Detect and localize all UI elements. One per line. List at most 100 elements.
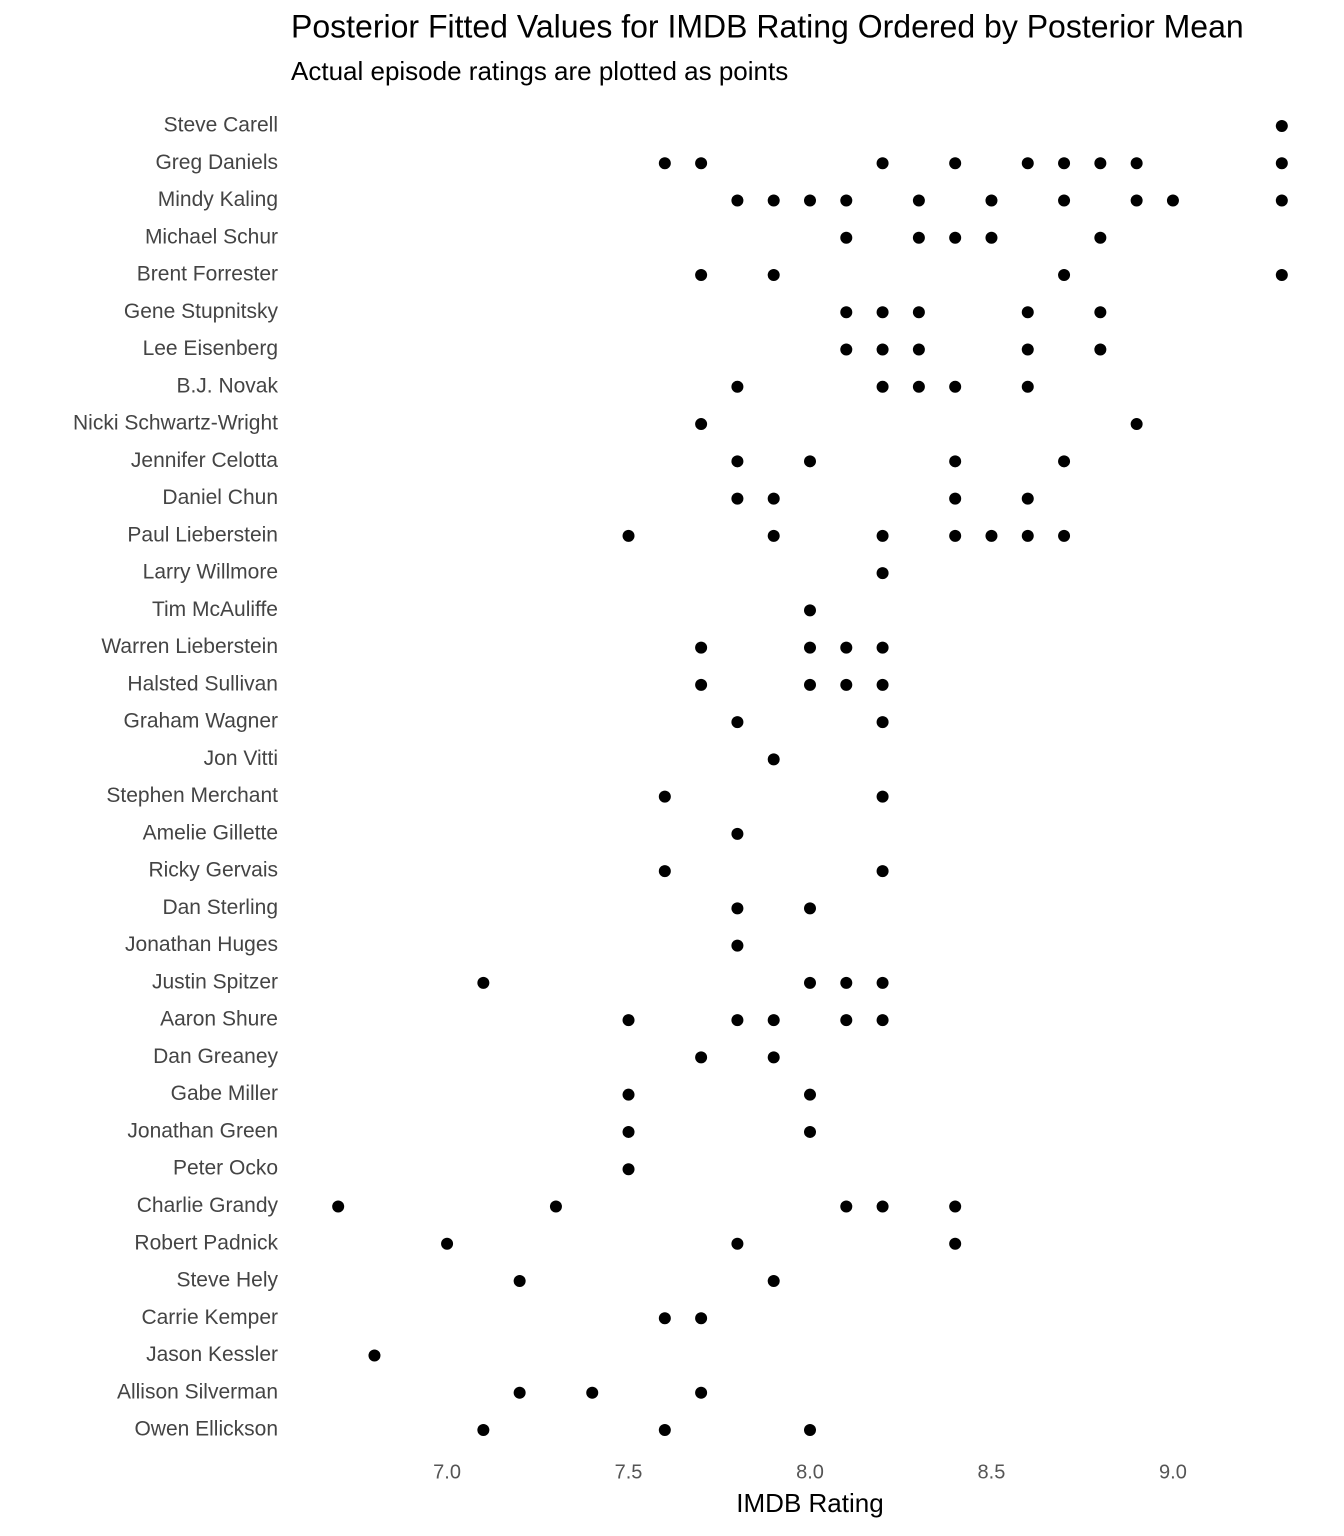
data-point [1275, 269, 1288, 282]
data-point [767, 753, 780, 766]
data-point [1021, 529, 1034, 542]
data-point [695, 418, 708, 431]
data-point [840, 306, 853, 319]
y-tick-label: Mindy Kaling [158, 188, 278, 211]
x-tick-label: 8.5 [978, 1461, 1006, 1483]
y-tick-label: Warren Lieberstein [101, 635, 278, 658]
data-point [840, 231, 853, 244]
data-point [876, 529, 889, 542]
data-point [731, 939, 744, 952]
data-point [985, 529, 998, 542]
data-point [1021, 380, 1034, 393]
data-point [804, 1125, 816, 1138]
data-point [840, 1200, 853, 1213]
data-point [332, 1200, 345, 1213]
data-point [876, 1014, 889, 1027]
data-point [767, 1051, 780, 1064]
data-point [731, 194, 744, 207]
y-tick-label: Peter Ocko [173, 1157, 278, 1180]
data-point [949, 492, 962, 505]
data-point [658, 1424, 671, 1436]
y-tick-label: Stephen Merchant [106, 784, 278, 807]
data-point [695, 1051, 708, 1064]
y-tick-label: Brent Forrester [137, 263, 278, 286]
data-point [549, 1200, 562, 1213]
data-point [985, 231, 998, 244]
data-point [840, 976, 853, 989]
data-point [1021, 306, 1034, 319]
data-point [949, 1237, 962, 1250]
y-tick-label: B.J. Novak [176, 374, 278, 397]
data-point [804, 604, 816, 617]
data-point [513, 1386, 526, 1399]
data-point [912, 306, 925, 319]
y-tick-label: Halsted Sullivan [127, 672, 278, 695]
data-point [767, 269, 780, 282]
y-tick-label: Gene Stupnitsky [124, 300, 279, 323]
data-point [876, 380, 889, 393]
data-point [622, 1088, 635, 1101]
data-point [949, 380, 962, 393]
data-point [876, 641, 889, 654]
y-tick-label: Amelie Gillette [143, 821, 278, 844]
data-point [731, 902, 744, 915]
y-tick-label: Robert Padnick [134, 1231, 278, 1254]
data-point [804, 1424, 816, 1436]
data-point [658, 1312, 671, 1325]
data-point [804, 976, 816, 989]
data-point [1275, 194, 1288, 207]
data-point [840, 1014, 853, 1027]
data-point [876, 1200, 889, 1213]
data-point [804, 194, 816, 207]
y-tick-label: Lee Eisenberg [143, 337, 278, 360]
data-point [1094, 343, 1107, 356]
data-point [1021, 157, 1034, 170]
data-point [1166, 194, 1179, 207]
data-point [949, 529, 962, 542]
data-point [731, 1014, 744, 1027]
data-point [1130, 157, 1143, 170]
data-point [658, 865, 671, 878]
y-tick-label: Steve Hely [176, 1269, 278, 1292]
data-point [912, 380, 925, 393]
x-tick-label: 9.0 [1159, 1461, 1187, 1483]
y-tick-label: Jon Vitti [204, 747, 278, 770]
y-tick-label: Jonathan Green [127, 1119, 278, 1142]
data-point [731, 455, 744, 468]
data-point [804, 641, 816, 654]
y-tick-label: Graham Wagner [124, 710, 278, 733]
data-point [368, 1349, 381, 1362]
data-point [1275, 120, 1288, 132]
data-point [477, 976, 490, 989]
data-point [1058, 269, 1071, 282]
data-point [695, 1312, 708, 1325]
data-point [441, 1237, 454, 1250]
data-point [912, 194, 925, 207]
data-point [949, 157, 962, 170]
data-point [695, 269, 708, 282]
y-tick-label: Greg Daniels [155, 151, 278, 174]
y-tick-label: Steve Carell [164, 114, 278, 137]
data-point [767, 529, 780, 542]
data-point [767, 492, 780, 505]
data-point [695, 1386, 708, 1399]
y-tick-label: Allison Silverman [117, 1380, 278, 1403]
y-tick-label: Ricky Gervais [148, 859, 278, 882]
data-point [1094, 306, 1107, 319]
data-point [731, 492, 744, 505]
data-point [804, 1088, 816, 1101]
data-point [876, 343, 889, 356]
data-point [840, 343, 853, 356]
y-tick-label: Tim McAuliffe [152, 598, 278, 621]
data-point [586, 1386, 599, 1399]
data-point [622, 1014, 635, 1027]
data-point [1021, 492, 1034, 505]
y-tick-label: Daniel Chun [162, 486, 278, 509]
data-point [1130, 418, 1143, 431]
x-tick-label: 7.5 [615, 1461, 643, 1483]
data-point [695, 157, 708, 170]
y-tick-label: Gabe Miller [171, 1082, 278, 1105]
data-point [876, 716, 889, 729]
data-point [1094, 157, 1107, 170]
